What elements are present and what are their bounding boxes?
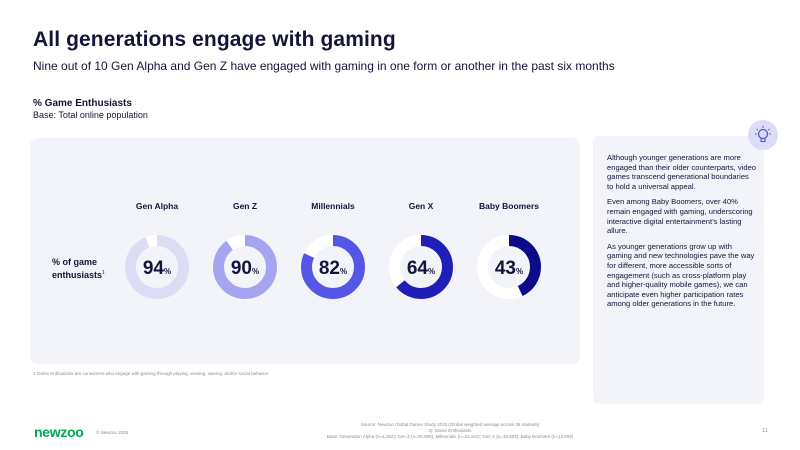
source-note: Source: Newzoo Global Gamer Study 2025 (… xyxy=(300,422,600,440)
category-label: Gen Alpha xyxy=(136,201,178,211)
insight-paragraph: Although younger generations are more en… xyxy=(607,153,757,191)
insight-paragraph: As younger generations grow up with gami… xyxy=(607,241,755,309)
value-label: 82% xyxy=(319,258,347,279)
category-label: Millennials xyxy=(311,201,355,211)
value-label: 43% xyxy=(495,258,523,279)
value-label: 94% xyxy=(143,258,171,279)
row-label-line2: enthusiasts xyxy=(52,270,103,280)
insight-paragraph: Even among Baby Boomers, over 40% remain… xyxy=(607,197,753,236)
source-line: Base: Generation Alpha (n=4,162); Gen Z … xyxy=(326,434,574,439)
value-label: 64% xyxy=(407,258,435,279)
newzoo-logo: newzoo xyxy=(34,424,84,440)
copyright: © Newzoo 2025 xyxy=(96,430,129,435)
donut-arc xyxy=(125,235,189,299)
insight-text: Although younger generations are more en… xyxy=(607,153,757,315)
donut-arc xyxy=(301,235,365,299)
page-subtitle: Nine out of 10 Gen Alpha and Gen Z have … xyxy=(33,59,615,73)
donut-arc xyxy=(477,235,541,299)
donut-arc xyxy=(389,235,453,299)
page-title: All generations engage with gaming xyxy=(33,28,396,51)
lightbulb-icon xyxy=(748,120,778,150)
category-label: Gen X xyxy=(409,201,434,211)
source-line: Source: Newzoo Global Gamer Study 2025 (… xyxy=(360,422,540,427)
row-label-line1: % of game xyxy=(52,257,98,267)
row-label-sup: 1 xyxy=(102,270,105,276)
donut-arc xyxy=(213,235,277,299)
category-label: Gen Z xyxy=(233,201,257,211)
value-label: 90% xyxy=(231,258,259,279)
insight-panel xyxy=(593,136,764,404)
footnote: 1 Game Enthusiasts are consumers who eng… xyxy=(33,371,269,376)
row-label: % of game enthusiasts1 xyxy=(52,257,105,281)
page-number: 11 xyxy=(762,428,768,434)
category-label: Baby Boomers xyxy=(479,201,539,211)
source-line: Q: Game Enthusiasts xyxy=(428,428,472,433)
section-base: Base: Total online population xyxy=(33,110,148,120)
section-title: % Game Enthusiasts xyxy=(33,98,132,109)
